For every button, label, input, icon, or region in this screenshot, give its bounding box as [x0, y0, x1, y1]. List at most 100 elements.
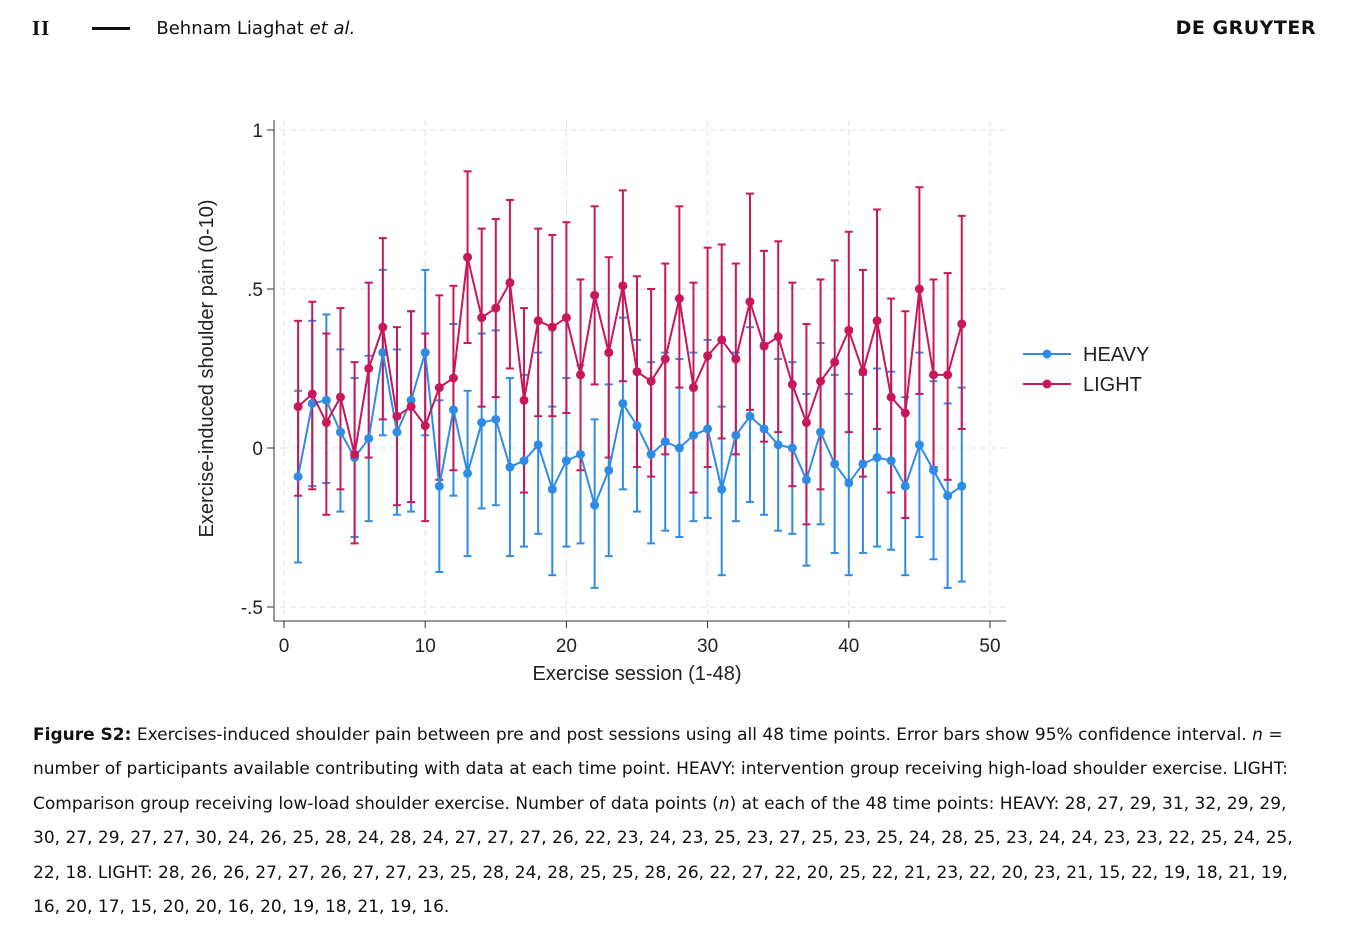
heavy-point	[731, 430, 741, 440]
light-point	[477, 313, 487, 323]
light-point	[759, 341, 769, 351]
light-point	[943, 370, 953, 380]
light-point	[547, 322, 557, 332]
light-point	[434, 383, 444, 393]
publisher-name: DE GRUYTER	[1175, 17, 1316, 39]
heavy-point	[646, 449, 656, 459]
heavy-point	[463, 468, 473, 478]
x-tick-label: 10	[415, 636, 436, 657]
heavy-point	[307, 398, 317, 408]
light-point	[307, 389, 317, 399]
caption-label: Figure S2:	[33, 725, 132, 745]
heavy-point	[519, 456, 529, 466]
light-point	[293, 402, 303, 412]
light-point	[350, 449, 360, 459]
light-point	[957, 319, 967, 329]
light-point	[491, 303, 501, 313]
heavy-point	[321, 395, 331, 405]
heavy-point	[293, 472, 303, 482]
x-axis-title: Exercise session (1-48)	[533, 663, 742, 685]
heavy-point	[787, 443, 797, 453]
x-tick-label: 30	[697, 636, 718, 657]
light-point	[364, 364, 374, 373]
light-point	[688, 383, 698, 393]
page-number: II	[32, 16, 51, 40]
heavy-point	[420, 348, 430, 358]
header-authors: Behnam Liaghat et al.	[156, 18, 355, 39]
heavy-point	[590, 500, 600, 510]
heavy-point	[703, 424, 713, 434]
heavy-point	[406, 395, 416, 405]
heavy-point	[674, 443, 684, 453]
heavy-point	[660, 437, 670, 447]
light-point	[858, 367, 868, 377]
light-point	[646, 376, 656, 386]
heavy-point	[717, 484, 727, 494]
heavy-point	[477, 418, 487, 428]
heavy-point	[900, 481, 910, 491]
y-tick-label: 1	[252, 121, 263, 142]
caption-text-3: ) at each of the 48 time points: HEAVY: …	[33, 793, 1293, 918]
light-point	[660, 354, 670, 364]
heavy-point	[688, 430, 698, 440]
heavy-point	[335, 427, 345, 437]
light-point	[717, 335, 727, 345]
heavy-point	[858, 459, 868, 469]
x-tick-label: 40	[838, 636, 859, 657]
x-tick-label: 20	[556, 636, 577, 657]
legend-light-marker	[1042, 379, 1052, 389]
light-point	[392, 411, 402, 421]
light-point	[929, 370, 939, 380]
heavy-point	[576, 449, 586, 459]
light-point	[533, 316, 543, 326]
author-names: Behnam Liaghat	[156, 18, 304, 39]
light-point	[335, 392, 345, 402]
light-point	[576, 370, 586, 380]
heavy-point	[378, 348, 388, 358]
legend-heavy-label: HEAVY	[1083, 344, 1149, 366]
light-point	[745, 297, 755, 307]
heavy-point	[830, 459, 840, 469]
caption-n-symbol-2: n	[718, 793, 730, 814]
light-point	[519, 395, 529, 405]
light-point	[844, 325, 854, 335]
header-dash	[92, 27, 131, 30]
heavy-point	[448, 405, 458, 415]
light-point	[604, 348, 614, 358]
caption-n-symbol: n	[1252, 725, 1263, 745]
heavy-point	[533, 440, 543, 450]
light-point	[830, 357, 840, 367]
running-header: II Behnam Liaghat et al.	[32, 16, 355, 41]
light-point	[561, 313, 571, 323]
heavy-point	[886, 456, 896, 466]
heavy-point	[914, 440, 924, 450]
y-tick-label: .5	[247, 280, 263, 301]
heavy-point	[618, 398, 628, 408]
heavy-point	[943, 491, 953, 501]
heavy-point	[604, 465, 614, 475]
light-point	[801, 418, 811, 428]
light-point	[703, 351, 713, 361]
caption-text-1: Exercises-induced shoulder pain between …	[131, 725, 1253, 745]
light-point	[872, 316, 882, 326]
light-point	[406, 402, 416, 412]
light-point	[321, 418, 331, 428]
light-point	[773, 332, 783, 342]
light-point	[505, 278, 515, 288]
legend-heavy-marker	[1042, 349, 1052, 359]
heavy-point	[929, 465, 939, 475]
heavy-point	[561, 456, 571, 466]
legend-light-label: LIGHT	[1083, 374, 1142, 396]
light-point	[420, 421, 430, 431]
heavy-point	[844, 478, 854, 488]
heavy-point	[872, 453, 882, 463]
heavy-point	[632, 421, 642, 431]
y-tick-label: 0	[252, 439, 263, 460]
heavy-point	[759, 424, 769, 434]
heavy-point	[364, 433, 374, 443]
heavy-point	[392, 427, 402, 437]
x-tick-label: 0	[279, 636, 290, 657]
y-tick-label: -.5	[241, 598, 263, 619]
heavy-point	[816, 427, 826, 437]
